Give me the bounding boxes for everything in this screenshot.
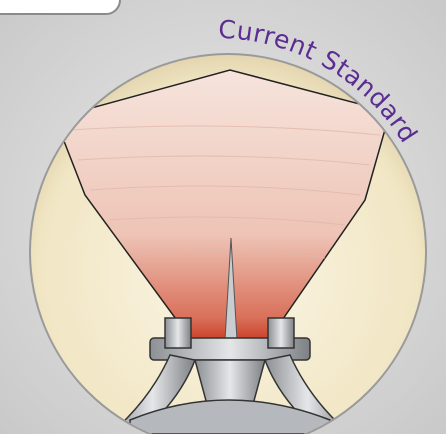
illustration: Current Standard — [0, 0, 446, 434]
card-edge — [0, 0, 120, 14]
page: {"label": "Current Standard"} — [0, 0, 446, 434]
